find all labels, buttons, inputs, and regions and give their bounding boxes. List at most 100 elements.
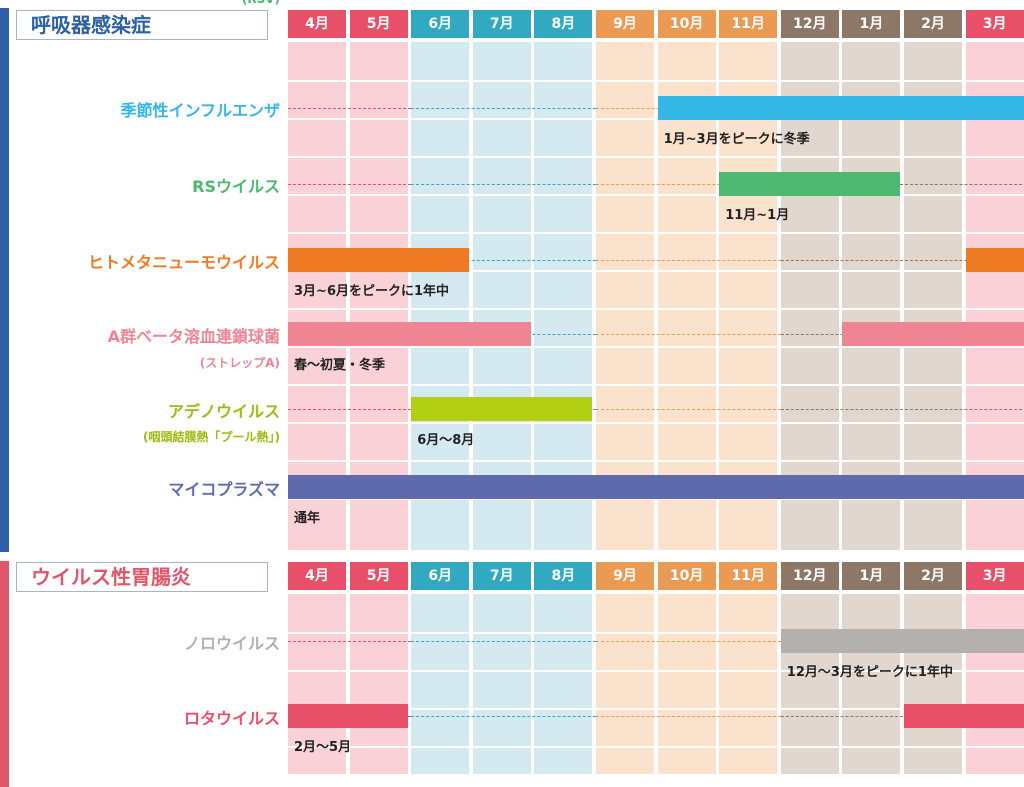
month-header: 9月	[596, 562, 654, 590]
peak-note: 通年	[294, 511, 321, 526]
month-column	[596, 594, 654, 774]
grid-line	[288, 270, 1024, 272]
section-side-bar	[0, 8, 9, 552]
month-column	[411, 594, 470, 774]
dashed-guide	[596, 716, 781, 717]
month-header: 3月	[965, 562, 1024, 590]
month-header: 9月	[596, 10, 654, 38]
month-column	[657, 594, 716, 774]
grid-line	[288, 632, 1024, 634]
grid-line	[288, 80, 1024, 82]
dashed-guide	[780, 716, 1024, 717]
row-name: アデノウイルス	[167, 402, 280, 421]
month-column	[842, 594, 901, 774]
dashed-guide	[780, 409, 1024, 410]
dashed-guide	[288, 108, 412, 109]
month-column	[965, 594, 1024, 774]
month-header: 8月	[534, 10, 593, 38]
peak-bar	[288, 248, 470, 272]
peak-bar	[842, 322, 1024, 346]
month-header: 2月	[904, 10, 962, 38]
peak-note: 6月～8月	[417, 433, 475, 448]
dashed-guide	[411, 108, 596, 109]
grid-line	[288, 670, 1024, 672]
grid-line	[288, 194, 1024, 196]
month-header: 7月	[472, 10, 531, 38]
month-header: 7月	[472, 562, 531, 590]
month-header: 3月	[965, 10, 1024, 38]
row-name: ノロウイルス	[183, 634, 280, 653]
month-column	[534, 594, 593, 774]
month-header: 2月	[904, 562, 962, 590]
dashed-guide	[288, 184, 412, 185]
row-name: 季節性インフルエンザ	[120, 101, 280, 120]
dashed-guide	[596, 260, 781, 261]
peak-bar	[657, 96, 1024, 120]
month-header: 11月	[719, 562, 778, 590]
row-name: RSウイルス	[192, 177, 280, 196]
dashed-guide	[596, 334, 781, 335]
peak-bar	[719, 172, 901, 196]
dashed-guide	[596, 184, 781, 185]
dashed-guide	[596, 409, 781, 410]
month-header: 6月	[411, 10, 470, 38]
dashed-guide	[288, 641, 412, 642]
month-header: 12月	[780, 562, 839, 590]
peak-note: 3月~6月をピークに1年中	[294, 284, 450, 299]
month-column	[288, 594, 346, 774]
month-column	[965, 42, 1024, 550]
grid-line	[288, 498, 1024, 500]
grid-line	[288, 708, 1024, 710]
month-header: 12月	[780, 10, 839, 38]
peak-bar	[904, 704, 1024, 728]
peak-note: 2月～5月	[294, 740, 352, 755]
month-header: 5月	[349, 562, 408, 590]
month-header: 4月	[288, 562, 346, 590]
grid-line	[288, 308, 1024, 310]
peak-bar	[780, 629, 1024, 653]
peak-note: 11月~1月	[725, 208, 790, 223]
month-header: 1月	[842, 562, 901, 590]
month-column	[842, 42, 901, 550]
peak-note: 春～初夏・冬季	[294, 358, 386, 373]
grid-line	[288, 156, 1024, 158]
month-column	[780, 42, 839, 550]
peak-note: 1月~3月をピークに冬季	[663, 132, 810, 147]
month-header: 4月	[288, 10, 346, 38]
month-header: 10月	[657, 562, 716, 590]
row-name: ロタウイルス	[183, 709, 280, 728]
month-column	[411, 42, 470, 550]
month-header: 6月	[411, 562, 470, 590]
month-column	[780, 594, 839, 774]
peak-bar	[288, 475, 1024, 499]
month-column	[534, 42, 593, 550]
dashed-guide	[596, 641, 781, 642]
section-title: 呼吸器感染症	[16, 10, 268, 40]
row-name: マイコプラズマ	[168, 480, 280, 499]
grid-line	[288, 232, 1024, 234]
dashed-guide	[780, 260, 1024, 261]
month-header: 8月	[534, 562, 593, 590]
grid-line	[288, 346, 1024, 348]
peak-bar	[965, 248, 1024, 272]
row-name: ヒトメタニューモウイルス	[87, 253, 280, 272]
month-header: 11月	[719, 10, 778, 38]
month-header: 5月	[349, 10, 408, 38]
grid-line	[288, 422, 1024, 424]
month-column	[904, 42, 962, 550]
dashed-guide	[411, 184, 596, 185]
section-side-bar	[0, 561, 9, 787]
month-column	[904, 594, 962, 774]
month-column	[596, 42, 654, 550]
dashed-guide	[411, 260, 596, 261]
month-column	[349, 42, 408, 550]
row-name: A群ベータ溶血連鎖球菌	[107, 327, 280, 346]
month-column	[657, 42, 716, 550]
month-header: 10月	[657, 10, 716, 38]
row-subname: (RSV)	[242, 0, 280, 6]
grid-line	[288, 746, 1024, 748]
peak-bar	[288, 704, 408, 728]
month-column	[349, 594, 408, 774]
month-column	[472, 42, 531, 550]
row-subname: (咽頭結膜熱「プール熱」)	[143, 430, 280, 444]
